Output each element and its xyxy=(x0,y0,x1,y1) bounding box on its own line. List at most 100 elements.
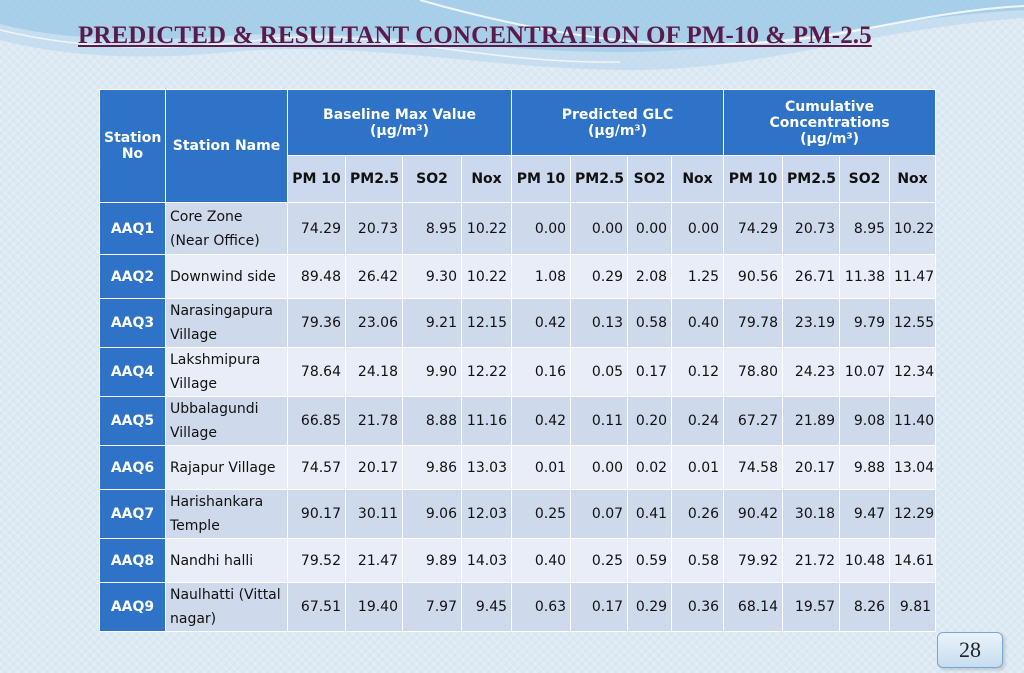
group-label: Predicted GLC xyxy=(561,106,674,123)
value-cell: 30.11 xyxy=(345,489,403,539)
group-unit: (µg/m³) xyxy=(370,122,429,139)
value-cell: 9.90 xyxy=(402,347,462,397)
header-cumulative-group: Cumulative Concentrations (µg/m³) xyxy=(723,89,937,156)
subheader-cell: PM 10 xyxy=(723,155,784,203)
station-name-cell: Downwind side xyxy=(165,254,288,299)
value-cell: 0.17 xyxy=(627,347,673,397)
value-cell: 9.21 xyxy=(402,298,462,348)
station-name-cell: Ubbalagundi Village xyxy=(165,396,288,446)
value-cell: 0.41 xyxy=(627,489,673,539)
value-cell: 0.29 xyxy=(570,254,629,299)
value-cell: 23.19 xyxy=(782,298,841,348)
value-cell: 14.61 xyxy=(889,538,937,583)
value-cell: 11.38 xyxy=(839,254,891,299)
station-id-cell: AAQ8 xyxy=(99,538,166,583)
value-cell: 26.71 xyxy=(782,254,841,299)
value-cell: 79.36 xyxy=(287,298,346,348)
station-id-cell: AAQ9 xyxy=(99,582,166,632)
station-name-cell: Harishankara Temple xyxy=(165,489,288,539)
station-name-cell: Narasingapura Village xyxy=(165,298,288,348)
value-cell: 0.01 xyxy=(671,445,725,490)
value-cell: 0.59 xyxy=(627,538,673,583)
station-id-cell: AAQ1 xyxy=(99,202,166,255)
value-cell: 9.89 xyxy=(402,538,462,583)
table-row: AAQ1 Core Zone (Near Office) 74.29 20.73 8.9… xyxy=(99,202,937,255)
value-cell: 21.72 xyxy=(782,538,841,583)
value-cell: 9.88 xyxy=(839,445,891,490)
value-cell: 11.40 xyxy=(889,396,937,446)
value-cell: 30.18 xyxy=(782,489,841,539)
table-row: AAQ6 Rajapur Village 74.57 20.17 9.86 13.03 0.… xyxy=(99,445,937,490)
station-id-cell: AAQ3 xyxy=(99,298,166,348)
value-cell: 0.36 xyxy=(671,582,725,632)
value-cell: 0.12 xyxy=(671,347,725,397)
value-cell: 79.78 xyxy=(723,298,784,348)
station-id-cell: AAQ4 xyxy=(99,347,166,397)
value-cell: 0.63 xyxy=(511,582,572,632)
subheader-cell: PM2.5 xyxy=(345,155,403,203)
header-station-name: Station Name xyxy=(165,89,288,203)
value-cell: 10.48 xyxy=(839,538,891,583)
value-cell: 79.52 xyxy=(287,538,346,583)
value-cell: 0.13 xyxy=(570,298,629,348)
subheader-cell: SO2 xyxy=(839,155,891,203)
value-cell: 0.58 xyxy=(671,538,725,583)
group-label: Cumulative Concentrations xyxy=(769,98,890,131)
value-cell: 1.08 xyxy=(511,254,572,299)
value-cell: 0.20 xyxy=(627,396,673,446)
station-name-cell: Core Zone (Near Office) xyxy=(165,202,288,255)
value-cell: 8.88 xyxy=(402,396,462,446)
station-id-cell: AAQ5 xyxy=(99,396,166,446)
value-cell: 8.95 xyxy=(402,202,462,255)
value-cell: 9.86 xyxy=(402,445,462,490)
value-cell: 10.22 xyxy=(889,202,937,255)
value-cell: 11.16 xyxy=(460,396,513,446)
value-cell: 0.00 xyxy=(511,202,572,255)
value-cell: 79.92 xyxy=(723,538,784,583)
value-cell: 7.97 xyxy=(402,582,462,632)
station-id-cell: AAQ7 xyxy=(99,489,166,539)
value-cell: 19.40 xyxy=(345,582,403,632)
value-cell: 0.58 xyxy=(627,298,673,348)
value-cell: 21.47 xyxy=(345,538,403,583)
value-cell: 0.17 xyxy=(570,582,629,632)
header-baseline-group: Baseline Max Value (µg/m³) xyxy=(286,89,513,156)
value-cell: 23.06 xyxy=(345,298,403,348)
value-cell: 9.30 xyxy=(402,254,462,299)
value-cell: 90.56 xyxy=(723,254,784,299)
station-name-cell: Lakshmipura Village xyxy=(165,347,288,397)
station-id-cell: AAQ2 xyxy=(99,254,166,299)
station-id-cell: AAQ6 xyxy=(99,445,166,490)
value-cell: 1.25 xyxy=(671,254,725,299)
value-cell: 2.08 xyxy=(627,254,673,299)
value-cell: 12.22 xyxy=(460,347,513,397)
value-cell: 74.29 xyxy=(287,202,346,255)
value-cell: 0.11 xyxy=(570,396,629,446)
value-cell: 20.73 xyxy=(345,202,403,255)
value-cell: 24.23 xyxy=(782,347,841,397)
value-cell: 12.29 xyxy=(889,489,937,539)
value-cell: 0.25 xyxy=(511,489,572,539)
subheader-cell: Nox xyxy=(889,155,937,203)
value-cell: 13.04 xyxy=(889,445,937,490)
value-cell: 20.17 xyxy=(782,445,841,490)
value-cell: 19.57 xyxy=(782,582,841,632)
value-cell: 0.26 xyxy=(671,489,725,539)
table-row: AAQ7 Harishankara Temple 90.17 30.11 9.06 12.… xyxy=(99,489,937,539)
value-cell: 74.57 xyxy=(287,445,346,490)
value-cell: 21.78 xyxy=(345,396,403,446)
value-cell: 10.22 xyxy=(460,202,513,255)
value-cell: 8.26 xyxy=(839,582,891,632)
value-cell: 0.01 xyxy=(511,445,572,490)
value-cell: 0.00 xyxy=(671,202,725,255)
subheader-cell: PM2.5 xyxy=(570,155,629,203)
value-cell: 78.64 xyxy=(287,347,346,397)
value-cell: 0.00 xyxy=(570,202,629,255)
value-cell: 89.48 xyxy=(287,254,346,299)
value-cell: 90.17 xyxy=(287,489,346,539)
value-cell: 26.42 xyxy=(345,254,403,299)
value-cell: 10.07 xyxy=(839,347,891,397)
value-cell: 67.51 xyxy=(287,582,346,632)
value-cell: 90.42 xyxy=(723,489,784,539)
value-cell: 14.03 xyxy=(460,538,513,583)
